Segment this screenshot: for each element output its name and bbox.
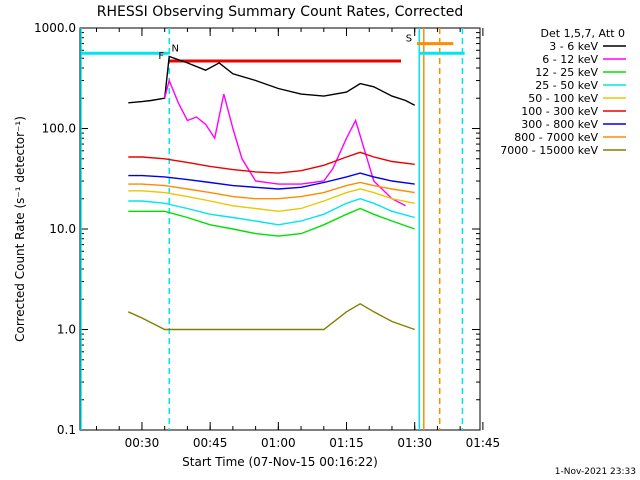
series-line-2 xyxy=(164,78,406,207)
x-tick-label: 01:30 xyxy=(397,436,432,450)
legend-label: 100 - 300 keV xyxy=(521,105,598,118)
legend-label: 6 - 12 keV xyxy=(542,53,598,66)
legend-label: 3 - 6 keV xyxy=(549,40,598,53)
legend-label: 7000 - 15000 keV xyxy=(500,144,598,157)
series-line-9 xyxy=(128,302,415,331)
series-line-8 xyxy=(128,181,415,200)
legend-label: 25 - 50 keV xyxy=(535,79,598,92)
y-tick-label: 0.1 xyxy=(57,423,76,437)
legend-label: 300 - 800 keV xyxy=(521,118,598,131)
chart-title: RHESSI Observing Summary Count Rates, Co… xyxy=(97,4,463,20)
series-line-3 xyxy=(128,207,415,237)
y-tick-label: 100.0 xyxy=(42,122,76,136)
y-tick-label: 10.0 xyxy=(49,222,76,236)
saa-bar-label: S xyxy=(406,34,412,45)
y-tick-label: 1.0 xyxy=(57,323,76,337)
x-axis-label: Start Time (07-Nov-15 00:16:22) xyxy=(182,455,378,469)
series-line-6 xyxy=(128,151,415,174)
x-tick-label: 00:30 xyxy=(125,436,160,450)
x-tick-label: 01:00 xyxy=(261,436,296,450)
series-line-1 xyxy=(128,55,416,106)
series-line-5 xyxy=(128,188,415,213)
flare-bar-label: F xyxy=(158,51,164,62)
x-ticks: 00:30 00:45 01:00 01:15 01:30 01:45 xyxy=(96,28,501,450)
legend-label: 800 - 7000 keV xyxy=(514,131,598,144)
series-lines xyxy=(128,55,416,331)
y-tick-label: 1000.0 xyxy=(34,21,76,35)
x-tick-label: 01:15 xyxy=(329,436,364,450)
legend-label: 12 - 25 keV xyxy=(535,66,598,79)
night-bar-label: N xyxy=(172,43,179,54)
series-line-4 xyxy=(128,197,415,226)
legend-header: Det 1,5,7, Att 0 xyxy=(541,27,625,40)
x-tick-label: 00:45 xyxy=(193,436,228,450)
footer-timestamp: 1-Nov-2021 23:33 xyxy=(555,467,636,477)
annotations: N S F xyxy=(80,28,465,430)
x-tick-label: 01:45 xyxy=(466,436,501,450)
y-axis-label: Corrected Count Rate (s⁻¹ detector⁻¹) xyxy=(13,116,27,342)
series-line-7 xyxy=(128,172,415,190)
legend-label: 50 - 100 keV xyxy=(528,92,598,105)
